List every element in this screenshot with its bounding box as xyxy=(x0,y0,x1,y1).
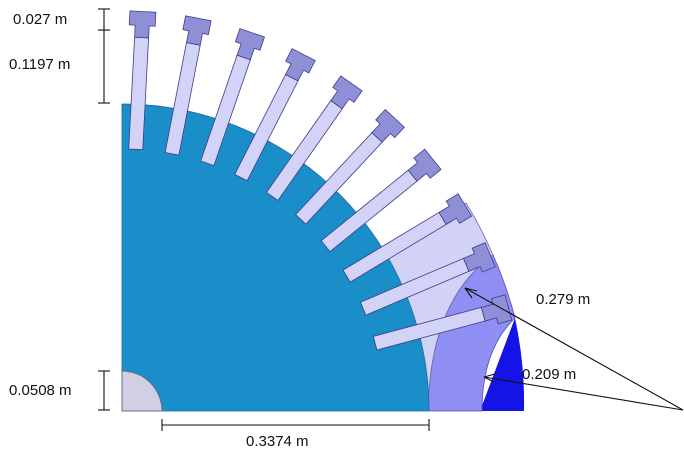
tooth-tip xyxy=(371,109,405,143)
dimension-shaft-radius: 0.0508 m xyxy=(9,370,110,411)
tooth-tip xyxy=(462,242,496,273)
slot-height-label: 0.1197 m xyxy=(9,56,70,73)
rotor-radius-label: 0.3374 m xyxy=(246,433,309,450)
tooth-tip xyxy=(182,15,212,46)
dimension-slot-height: 0.1197 m xyxy=(9,30,110,104)
dimension-outer-radius-large: 0.279 m xyxy=(464,287,684,411)
shaft-radius-label: 0.0508 m xyxy=(9,382,72,399)
outer-dark-region xyxy=(480,318,525,411)
tooth-tip xyxy=(438,193,473,225)
dimension-outer-radius-small: 0.209 m xyxy=(483,366,684,411)
tooth-tip xyxy=(234,28,266,61)
dimension-tooth-tip-height: 0.027 m xyxy=(13,8,110,31)
tooth-tip xyxy=(285,48,316,82)
tooth-tip xyxy=(330,75,363,110)
dimension-rotor-radius: 0.3374 m xyxy=(161,419,430,450)
tooth-tip xyxy=(128,10,157,39)
tooth-tip xyxy=(407,148,442,182)
slot-group xyxy=(128,10,513,351)
outer-radius-small-label: 0.209 m xyxy=(522,366,576,383)
shaft xyxy=(121,370,163,412)
outer-radius-large-label: 0.279 m xyxy=(536,291,590,308)
tooth-tip xyxy=(480,294,513,325)
tooth-tip-height-label: 0.027 m xyxy=(13,11,67,28)
